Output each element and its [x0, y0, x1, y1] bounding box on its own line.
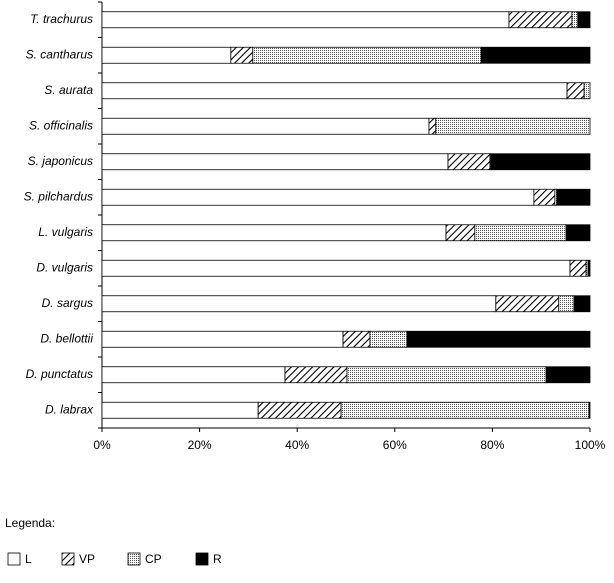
- bar-segment: [406, 330, 591, 348]
- bar-segment: [588, 401, 591, 419]
- category-label: S. cantharus: [26, 47, 93, 61]
- bar-segment: [583, 82, 591, 100]
- category-label: S. aurata: [44, 83, 93, 97]
- bar-segment: [230, 46, 254, 64]
- category-label: S. japonicus: [28, 154, 93, 168]
- bar-segment: [252, 46, 482, 64]
- bar-segment: [101, 401, 259, 419]
- bar-segment: [340, 401, 590, 419]
- bar-segment: [101, 153, 449, 171]
- x-tick-label: 80%: [480, 438, 504, 452]
- bar-segment: [101, 295, 497, 313]
- bar-segment: [101, 224, 447, 242]
- category-label: D. sargus: [42, 296, 93, 310]
- category-label: L. vulgaris: [38, 225, 93, 239]
- legend-label: R: [213, 552, 222, 566]
- bar-segment: [508, 11, 573, 29]
- bar-segment: [101, 11, 510, 29]
- category-label: D. vulgaris: [36, 260, 93, 274]
- x-tick-label: 20%: [188, 438, 212, 452]
- category-label: T. trachurus: [30, 12, 93, 26]
- bar-segment: [573, 295, 591, 313]
- bar-segment: [101, 330, 344, 348]
- x-tick-label: 40%: [285, 438, 309, 452]
- bar-segment: [558, 295, 575, 313]
- bar-segment: [101, 82, 568, 100]
- bar-segment: [474, 224, 567, 242]
- bar-segment: [101, 46, 232, 64]
- bar-segment: [480, 46, 591, 64]
- legend-swatch: [61, 552, 75, 566]
- bar-segment: [447, 153, 491, 171]
- legend-swatch: [127, 552, 141, 566]
- legend-title: Legenda:: [5, 516, 55, 530]
- bar-segment: [569, 259, 587, 277]
- category-label: D. punctatus: [26, 367, 93, 381]
- legend-label: CP: [145, 552, 162, 566]
- x-tick-label: 100%: [575, 438, 606, 452]
- category-label: S. officinalis: [29, 118, 93, 132]
- bar-segment: [435, 117, 591, 135]
- category-label: S. pilchardus: [24, 189, 93, 203]
- bar-segment: [369, 330, 408, 348]
- legend-label: VP: [79, 552, 95, 566]
- bar-segment: [565, 224, 591, 242]
- bar-segment: [587, 259, 591, 277]
- category-label: D. bellottii: [40, 331, 93, 345]
- bar-segment: [566, 82, 585, 100]
- bar-segment: [284, 366, 348, 384]
- bar-segment: [490, 153, 591, 171]
- bar-segment: [101, 259, 571, 277]
- category-label: D. labrax: [45, 402, 94, 416]
- bar-segment: [257, 401, 342, 419]
- legend-swatch: [195, 552, 209, 566]
- bar-segment: [533, 188, 556, 206]
- bar-segment: [101, 366, 286, 384]
- bar-segment: [101, 117, 430, 135]
- bar-segment: [577, 11, 591, 29]
- legend-label: L: [25, 552, 32, 566]
- bar-segment: [556, 188, 591, 206]
- legend-swatch: [7, 552, 21, 566]
- bar-segment: [428, 117, 437, 135]
- bar-segment: [342, 330, 371, 348]
- bar-segment: [571, 11, 579, 29]
- bar-segment: [545, 366, 591, 384]
- x-tick-label: 0%: [93, 438, 111, 452]
- bar-segment: [445, 224, 476, 242]
- x-tick-label: 60%: [383, 438, 407, 452]
- bar-segment: [346, 366, 547, 384]
- bar-segment: [101, 188, 535, 206]
- bar-segment: [495, 295, 560, 313]
